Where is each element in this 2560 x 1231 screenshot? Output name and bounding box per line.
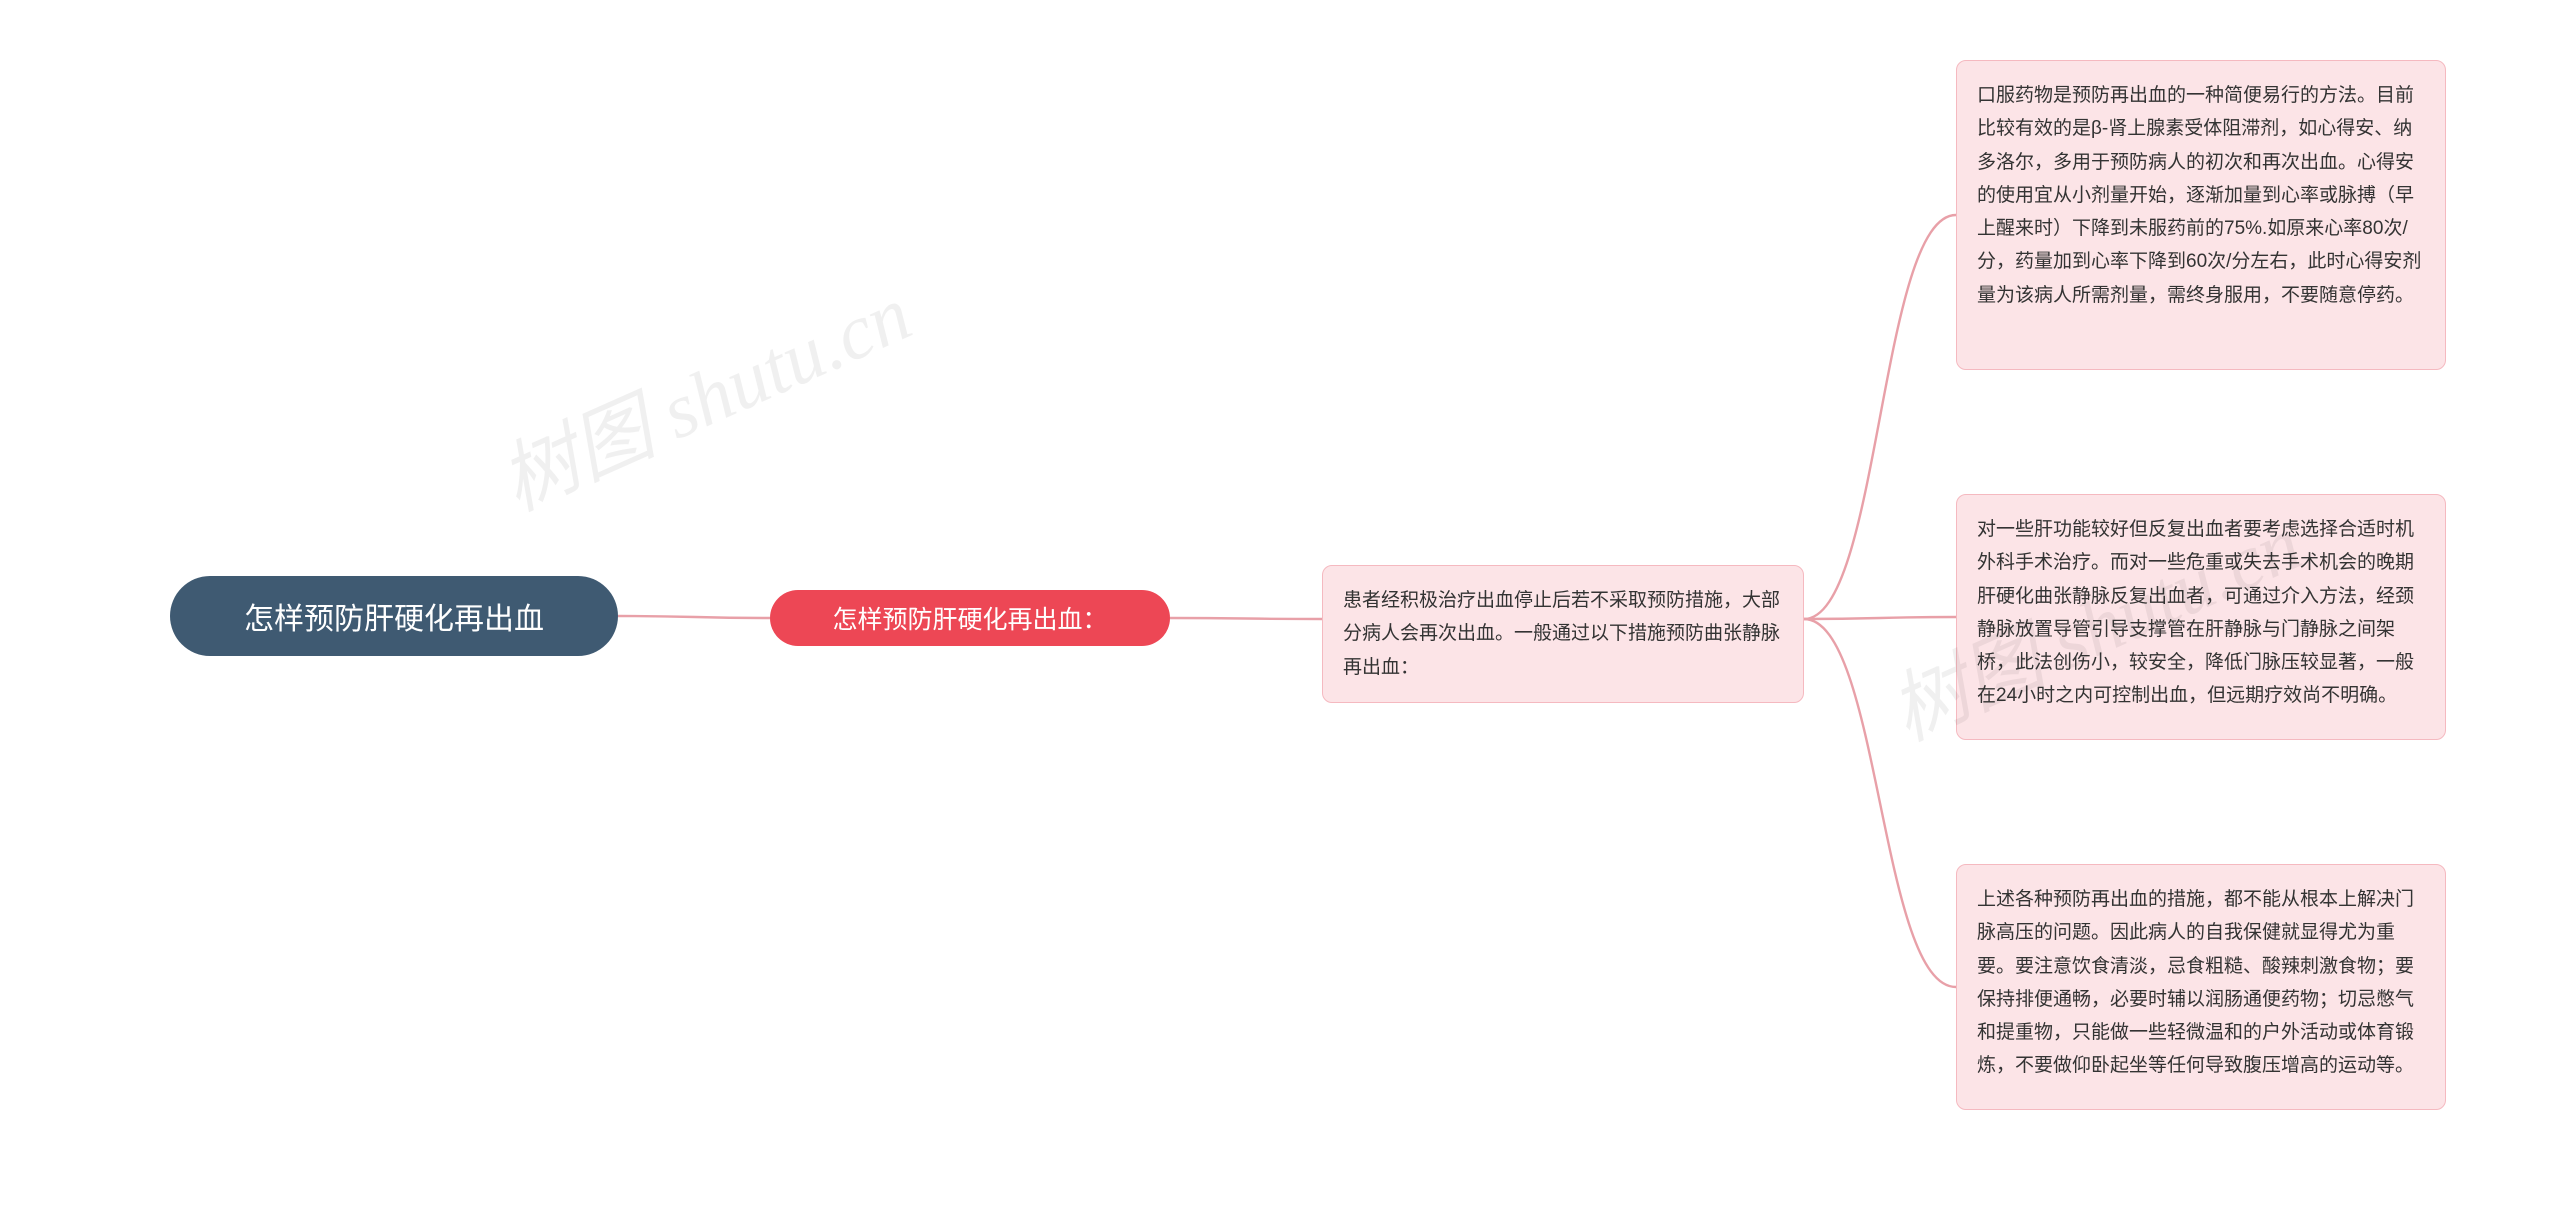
mindmap-root[interactable]: 怎样预防肝硬化再出血 (170, 576, 618, 656)
level2-text: 患者经积极治疗出血停止后若不采取预防措施，大部分病人会再次出血。一般通过以下措施… (1343, 584, 1783, 684)
mindmap-level1[interactable]: 怎样预防肝硬化再出血： (770, 590, 1170, 646)
leaf-2-text: 上述各种预防再出血的措施，都不能从根本上解决门脉高压的问题。因此病人的自我保健就… (1977, 883, 2425, 1083)
watermark-0: 树图 shutu.cn (480, 252, 925, 532)
mindmap-leaf-0[interactable]: 口服药物是预防再出血的一种简便易行的方法。目前比较有效的是β-肾上腺素受体阻滞剂… (1956, 60, 2446, 370)
leaf-1-text: 对一些肝功能较好但反复出血者要考虑选择合适时机外科手术治疗。而对一些危重或失去手… (1977, 513, 2425, 713)
mindmap-leaf-1[interactable]: 对一些肝功能较好但反复出血者要考虑选择合适时机外科手术治疗。而对一些危重或失去手… (1956, 494, 2446, 740)
level1-label: 怎样预防肝硬化再出血： (832, 600, 1107, 636)
leaf-0-text: 口服药物是预防再出血的一种简便易行的方法。目前比较有效的是β-肾上腺素受体阻滞剂… (1977, 79, 2425, 312)
mindmap-level2[interactable]: 患者经积极治疗出血停止后若不采取预防措施，大部分病人会再次出血。一般通过以下措施… (1322, 565, 1804, 703)
root-label: 怎样预防肝硬化再出血 (244, 594, 544, 638)
mindmap-leaf-2[interactable]: 上述各种预防再出血的措施，都不能从根本上解决门脉高压的问题。因此病人的自我保健就… (1956, 864, 2446, 1110)
